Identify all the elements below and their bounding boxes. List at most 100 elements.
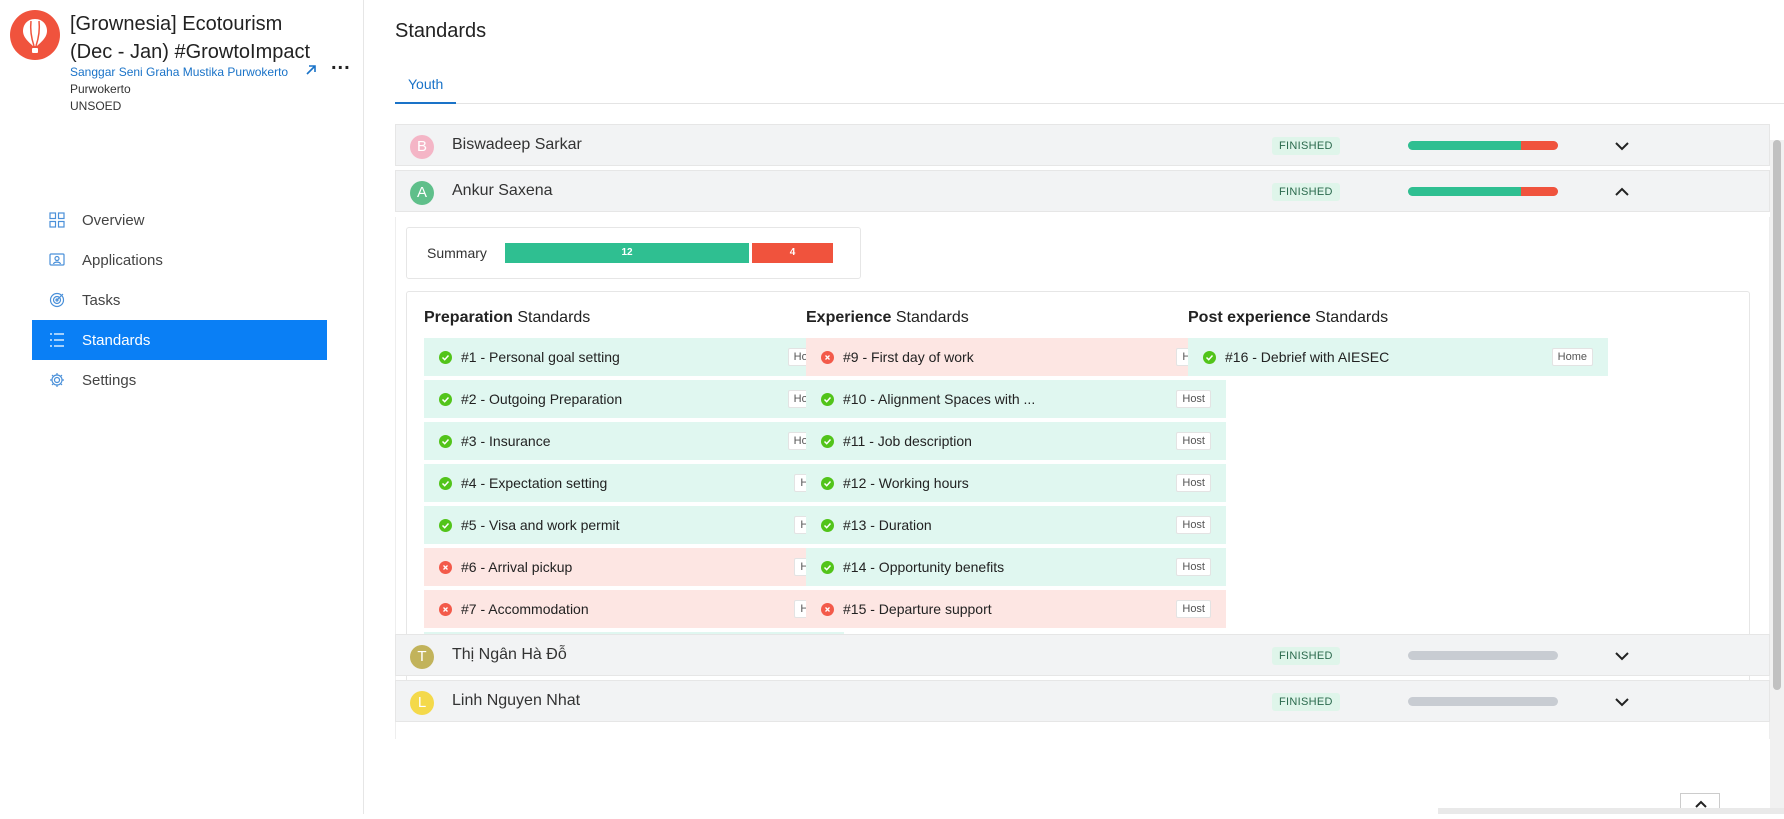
sidebar: [Grownesia] Ecotourism (Dec - Jan) #Grow… [0, 0, 364, 814]
column-title-rest: Standards [891, 309, 969, 326]
sidebar-item-label: Overview [82, 211, 145, 229]
standard-label: #5 - Visa and work permit [461, 517, 620, 533]
external-link-icon[interactable] [304, 63, 318, 82]
status-badge: FINISHED [1272, 693, 1340, 711]
standard-item[interactable]: #3 - InsuranceHome [424, 422, 844, 460]
standard-label: #6 - Arrival pickup [461, 559, 573, 575]
responsibility-tag: Host [1176, 558, 1211, 576]
standard-label: #16 - Debrief with AIESEC [1225, 349, 1390, 365]
column-title-rest: Standards [512, 309, 591, 326]
tab-bar: Youth [395, 70, 1784, 104]
standard-item[interactable]: #12 - Working hours Host [806, 464, 1226, 502]
standards-detail-panel: Summary 12 4 Preparation Standards #1 - … [395, 217, 1770, 739]
standard-item[interactable]: #14 - Opportunity benefits Host [806, 548, 1226, 586]
sidebar-item-standards[interactable]: Standards [32, 320, 327, 360]
sidebar-item-overview[interactable]: Overview [32, 200, 327, 240]
check-circle-icon [1203, 350, 1216, 364]
avatar: A [410, 181, 434, 205]
responsibility-tag: Host [1176, 390, 1211, 408]
sidebar-item-label: Standards [82, 331, 151, 349]
status-badge: FINISHED [1272, 183, 1340, 201]
column-title-bold: Post experience [1188, 309, 1311, 326]
summary-box: Summary 12 4 [406, 227, 861, 279]
x-circle-icon [439, 602, 452, 616]
host-link[interactable]: Sanggar Seni Graha Mustika Purwokerto [70, 65, 289, 79]
chevron-down-icon[interactable] [1614, 694, 1630, 712]
person-name: Biswadeep Sarkar [452, 136, 582, 153]
standard-item[interactable]: #15 - Departure support Host [806, 590, 1226, 628]
progress-bar [1408, 697, 1558, 706]
chevron-down-icon[interactable] [1614, 648, 1630, 666]
standard-label: #10 - Alignment Spaces with ... [843, 391, 1036, 407]
summary-label: Summary [427, 245, 487, 261]
opportunity-lc: UNSOED [70, 99, 122, 113]
summary-unmet-count: 4 [752, 243, 833, 263]
summary-met-count: 12 [505, 243, 749, 263]
chevron-down-icon[interactable] [1614, 138, 1630, 156]
post-experience-standards-column: Post experience Standards #16 - Debrief … [1188, 309, 1608, 380]
check-circle-icon [821, 518, 834, 532]
sidebar-nav: Overview Applications Tasks Standards Se… [32, 200, 327, 400]
responsibility-tag: Host [1176, 432, 1211, 450]
x-circle-icon [821, 602, 834, 616]
standard-item[interactable]: #5 - Visa and work permitHost [424, 506, 844, 544]
sidebar-item-settings[interactable]: Settings [32, 360, 327, 400]
standard-item[interactable]: #16 - Debrief with AIESEC Home [1188, 338, 1608, 376]
experience-standards-column: Experience Standards #9 - First day of w… [806, 309, 1226, 632]
chevron-up-icon[interactable] [1614, 184, 1630, 202]
standard-item[interactable]: #7 - AccommodationHost [424, 590, 844, 628]
standard-label: #13 - Duration [843, 517, 932, 533]
standard-item[interactable]: #11 - Job description Host [806, 422, 1226, 460]
sidebar-item-applications[interactable]: Applications [32, 240, 327, 280]
standard-item[interactable]: #6 - Arrival pickupHost [424, 548, 844, 586]
standard-label: #15 - Departure support [843, 601, 992, 617]
grid-icon [48, 211, 66, 229]
status-badge: FINISHED [1272, 647, 1340, 665]
standard-label: #7 - Accommodation [461, 601, 589, 617]
responsibility-tag: Host [1176, 600, 1211, 618]
check-circle-icon [439, 518, 452, 532]
more-options-icon[interactable]: ... [331, 52, 351, 74]
person-row[interactable]: B Biswadeep Sarkar FINISHED [395, 124, 1770, 166]
opportunity-title: [Grownesia] Ecotourism (Dec - Jan) #Grow… [70, 13, 311, 63]
gear-icon [48, 371, 66, 389]
person-row[interactable]: L Linh Nguyen Nhat FINISHED [395, 680, 1770, 722]
standard-label: #9 - First day of work [843, 349, 974, 365]
standard-item[interactable]: #2 - Outgoing PreparationHome [424, 380, 844, 418]
opportunity-city: Purwokerto [70, 82, 131, 96]
column-title-rest: Standards [1310, 309, 1389, 326]
page-title: Standards [395, 20, 487, 42]
x-circle-icon [821, 350, 834, 364]
progress-bar [1408, 187, 1558, 196]
standard-item[interactable]: #13 - Duration Host [806, 506, 1226, 544]
check-circle-icon [439, 476, 452, 490]
person-name: Ankur Saxena [452, 182, 553, 199]
standard-label: #2 - Outgoing Preparation [461, 391, 623, 407]
column-title: Preparation Standards [424, 309, 844, 327]
avatar: T [410, 645, 434, 669]
check-circle-icon [821, 560, 834, 574]
standard-label: #3 - Insurance [461, 433, 551, 449]
sidebar-item-tasks[interactable]: Tasks [32, 280, 327, 320]
progress-bar [1408, 651, 1558, 660]
check-circle-icon [439, 350, 452, 364]
column-title: Post experience Standards [1188, 309, 1608, 327]
responsibility-tag: Home [1551, 348, 1593, 366]
progress-bar [1408, 141, 1558, 150]
standard-item[interactable]: #4 - Expectation settingHost [424, 464, 844, 502]
status-badge: FINISHED [1272, 137, 1340, 155]
standard-label: #12 - Working hours [843, 475, 969, 491]
responsibility-tag: Host [1176, 516, 1211, 534]
standard-item[interactable]: #10 - Alignment Spaces with ... Host [806, 380, 1226, 418]
person-name: Thị Ngân Hà Đỗ [452, 646, 567, 663]
check-circle-icon [821, 434, 834, 448]
standard-item[interactable]: #9 - First day of workHost [806, 338, 1226, 376]
main-content: Standards Youth B Biswadeep Sarkar FINIS… [365, 0, 1784, 814]
standard-label: #1 - Personal goal setting [461, 349, 620, 365]
scrollbar-thumb[interactable] [1773, 140, 1781, 690]
person-row[interactable]: A Ankur Saxena FINISHED [395, 170, 1770, 212]
person-row[interactable]: T Thị Ngân Hà Đỗ FINISHED [395, 634, 1770, 676]
tab-youth[interactable]: Youth [395, 70, 457, 104]
scrollbar[interactable] [1770, 140, 1784, 814]
standard-item[interactable]: #1 - Personal goal settingHome [424, 338, 844, 376]
